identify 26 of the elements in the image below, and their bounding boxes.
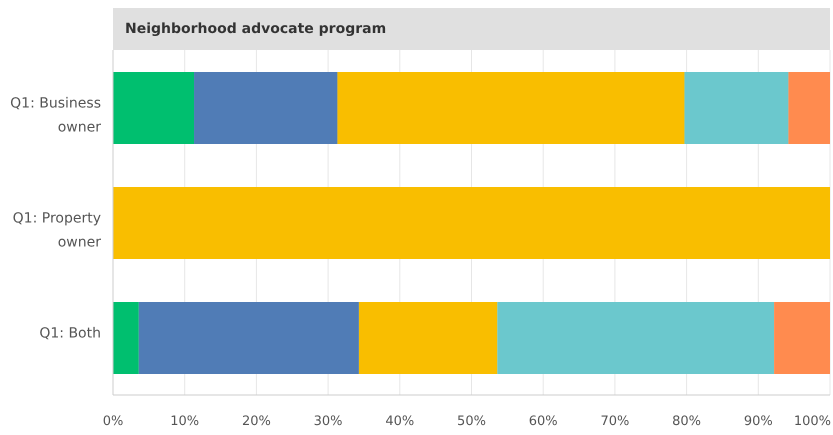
bar	[684, 72, 788, 144]
x-tick-label: 0%	[102, 414, 124, 429]
bar	[138, 302, 359, 374]
x-tick-label: 20%	[242, 414, 271, 429]
bar	[113, 72, 194, 144]
bar	[194, 72, 338, 144]
x-tick-label: 70%	[600, 414, 630, 429]
x-tick-label: 90%	[744, 414, 773, 429]
bar	[113, 187, 830, 259]
bar	[337, 72, 684, 144]
chart-title: Neighborhood advocate program	[113, 8, 830, 50]
x-tick-label: 100%	[794, 414, 831, 429]
x-tick-label: 50%	[457, 414, 486, 429]
bar	[358, 302, 498, 374]
bar	[113, 302, 139, 374]
y-tick-label: Q1: Property owner	[12, 210, 102, 250]
x-tick-label: 10%	[170, 414, 200, 429]
bar	[788, 72, 830, 144]
bar	[497, 302, 774, 374]
bar	[774, 302, 830, 374]
y-tick-label: Q1: Both	[39, 326, 101, 342]
x-tick-label: 30%	[314, 414, 343, 429]
x-tick-label: 40%	[385, 414, 414, 429]
x-tick-label: 60%	[528, 414, 558, 429]
x-tick-label: 80%	[672, 414, 702, 429]
y-tick-label: Q1: Business owner	[10, 96, 102, 136]
